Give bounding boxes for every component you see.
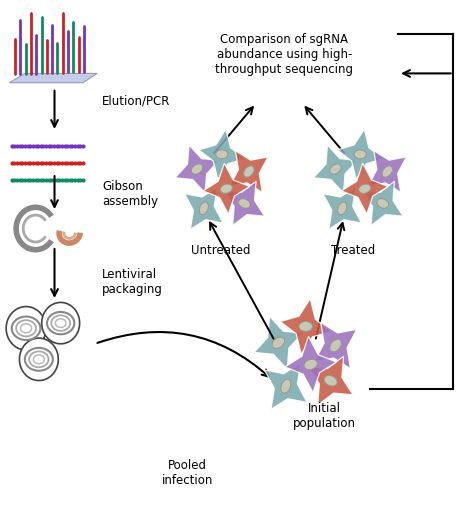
Ellipse shape bbox=[382, 166, 392, 177]
Polygon shape bbox=[337, 129, 383, 179]
Polygon shape bbox=[42, 302, 80, 344]
Polygon shape bbox=[314, 323, 357, 369]
Ellipse shape bbox=[216, 150, 228, 159]
Ellipse shape bbox=[299, 322, 312, 331]
Polygon shape bbox=[363, 181, 403, 225]
Ellipse shape bbox=[238, 199, 250, 208]
Ellipse shape bbox=[281, 379, 291, 393]
Polygon shape bbox=[280, 299, 331, 354]
Ellipse shape bbox=[304, 359, 317, 370]
Polygon shape bbox=[264, 363, 307, 409]
Text: Lentiviral
packaging: Lentiviral packaging bbox=[102, 268, 163, 296]
Polygon shape bbox=[368, 150, 406, 192]
Polygon shape bbox=[230, 150, 268, 192]
Ellipse shape bbox=[359, 184, 371, 193]
Text: Gibson
assembly: Gibson assembly bbox=[102, 180, 158, 208]
Polygon shape bbox=[224, 181, 264, 225]
Text: Initial
population: Initial population bbox=[293, 402, 356, 430]
Polygon shape bbox=[203, 163, 250, 214]
Polygon shape bbox=[175, 145, 219, 193]
Ellipse shape bbox=[244, 166, 254, 177]
Polygon shape bbox=[185, 188, 223, 229]
Ellipse shape bbox=[199, 202, 209, 215]
Ellipse shape bbox=[354, 150, 366, 159]
Text: Treated: Treated bbox=[331, 244, 375, 257]
Polygon shape bbox=[341, 163, 388, 214]
Polygon shape bbox=[6, 307, 46, 350]
Ellipse shape bbox=[272, 337, 284, 348]
Text: Untreated: Untreated bbox=[191, 244, 250, 257]
Polygon shape bbox=[254, 316, 303, 369]
Ellipse shape bbox=[191, 164, 203, 174]
Ellipse shape bbox=[337, 202, 347, 215]
Text: Elution/PCR: Elution/PCR bbox=[102, 94, 170, 108]
Polygon shape bbox=[9, 73, 97, 83]
Ellipse shape bbox=[324, 375, 337, 386]
Polygon shape bbox=[313, 145, 357, 193]
Polygon shape bbox=[308, 356, 353, 405]
Text: Pooled
infection: Pooled infection bbox=[162, 459, 213, 487]
Ellipse shape bbox=[377, 199, 389, 208]
Polygon shape bbox=[285, 337, 337, 392]
Polygon shape bbox=[323, 188, 361, 229]
Text: Comparison of sgRNA
abundance using high-
throughput sequencing: Comparison of sgRNA abundance using high… bbox=[215, 33, 354, 76]
Ellipse shape bbox=[220, 184, 232, 193]
Ellipse shape bbox=[330, 164, 341, 174]
Polygon shape bbox=[19, 338, 58, 381]
Polygon shape bbox=[199, 129, 245, 179]
Ellipse shape bbox=[330, 339, 341, 352]
